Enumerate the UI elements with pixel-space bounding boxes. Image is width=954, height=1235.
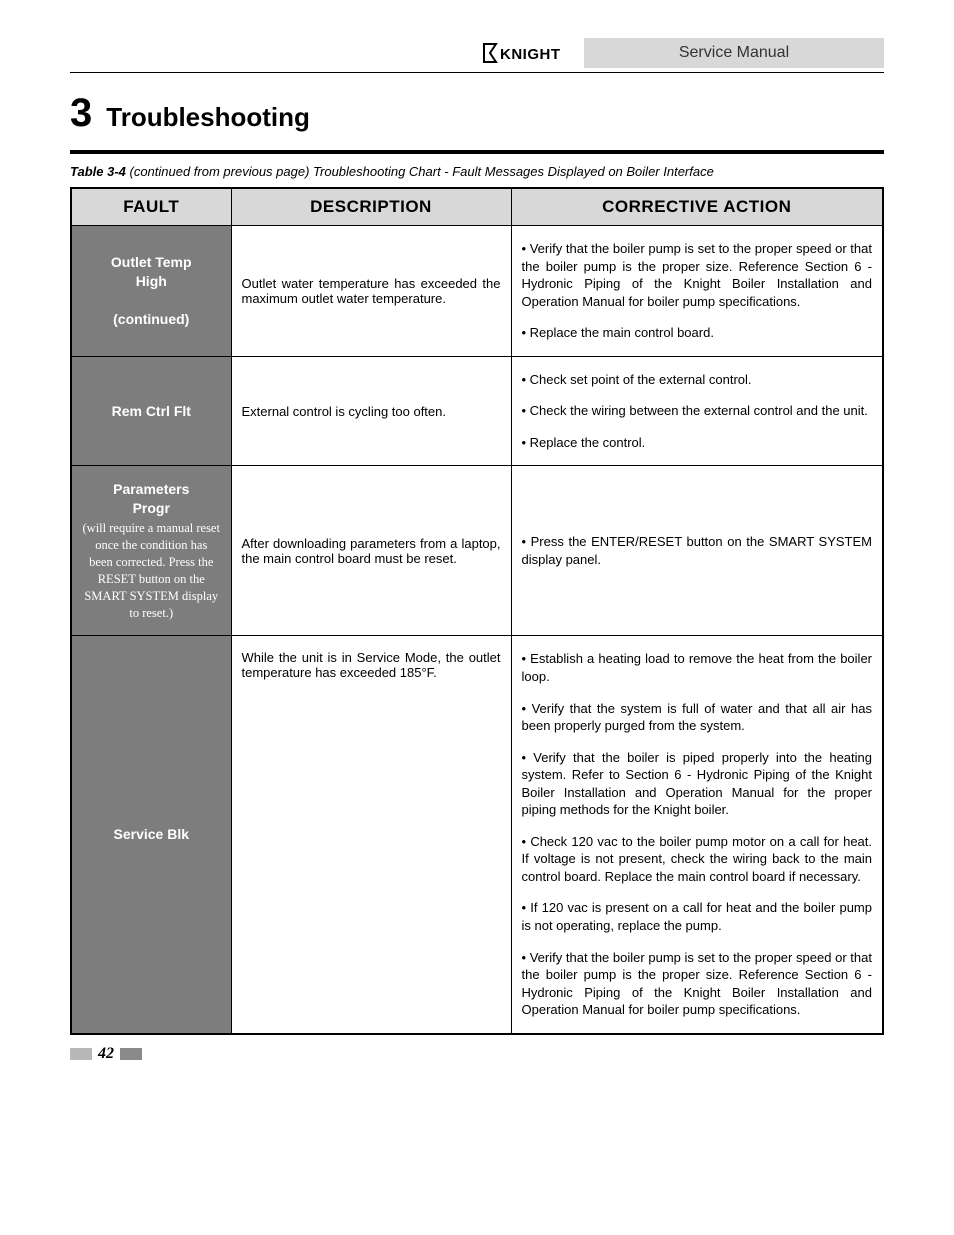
troubleshooting-table: FAULT DESCRIPTION CORRECTIVE ACTION Outl… [70, 187, 884, 1035]
description-cell: While the unit is in Service Mode, the o… [231, 636, 511, 1034]
description-cell: External control is cycling too often. [231, 356, 511, 466]
table-caption-prefix: Table 3-4 [70, 164, 126, 179]
table-caption: Table 3-4 (continued from previous page)… [70, 164, 884, 179]
page-decor-block [70, 1048, 92, 1060]
service-manual-label: Service Manual [584, 38, 884, 68]
fault-cell: Rem Ctrl Flt [71, 356, 231, 466]
section-number: 3 [70, 91, 92, 136]
page-number: 42 [98, 1045, 114, 1063]
description-cell: Outlet water temperature has exceeded th… [231, 226, 511, 357]
action-cell: • Press the ENTER/RESET button on the SM… [511, 466, 883, 636]
action-item: • Replace the control. [522, 434, 873, 452]
action-cell: • Check set point of the external contro… [511, 356, 883, 466]
action-item: • Verify that the boiler is piped proper… [522, 749, 873, 819]
section-title: 3 Troubleshooting [70, 91, 884, 136]
action-item: • Verify that the boiler pump is set to … [522, 240, 873, 310]
table-row: Rem Ctrl Flt External control is cycling … [71, 356, 883, 466]
action-cell: • Verify that the boiler pump is set to … [511, 226, 883, 357]
section-heading: Troubleshooting [106, 102, 310, 133]
action-item: • Check 120 vac to the boiler pump motor… [522, 833, 873, 886]
action-item: • Verify that the boiler pump is set to … [522, 949, 873, 1019]
col-description: DESCRIPTION [231, 188, 511, 226]
fault-cell: Outlet TempHigh(continued) [71, 226, 231, 357]
section-rule [70, 150, 884, 154]
fault-cell: ParametersProgr(will require a manual re… [71, 466, 231, 636]
table-caption-rest: (continued from previous page) Troublesh… [126, 164, 714, 179]
table-header-row: FAULT DESCRIPTION CORRECTIVE ACTION [71, 188, 883, 226]
page-decor-block [120, 1048, 142, 1060]
table-row: Outlet TempHigh(continued)Outlet water t… [71, 226, 883, 357]
fault-name: Service Blk [82, 825, 221, 844]
col-fault: FAULT [71, 188, 231, 226]
action-item: • Check the wiring between the external … [522, 402, 873, 420]
description-cell: After downloading parameters from a lapt… [231, 466, 511, 636]
table-row: ParametersProgr(will require a manual re… [71, 466, 883, 636]
page-header: KNIGHT Service Manual [70, 38, 884, 73]
svg-text:KNIGHT: KNIGHT [500, 46, 561, 63]
action-cell: • Establish a heating load to remove the… [511, 636, 883, 1034]
brand-logo: KNIGHT [482, 42, 584, 64]
action-item: • Replace the main control board. [522, 324, 873, 342]
action-item: • If 120 vac is present on a call for he… [522, 899, 873, 934]
fault-name: Rem Ctrl Flt [82, 402, 221, 421]
table-row: Service Blk While the unit is in Service … [71, 636, 883, 1034]
fault-note: (will require a manual reset once the co… [82, 520, 221, 621]
fault-cell: Service Blk [71, 636, 231, 1034]
fault-name: Outlet TempHigh(continued) [82, 253, 221, 329]
action-item: • Establish a heating load to remove the… [522, 650, 873, 685]
action-item: • Verify that the system is full of wate… [522, 700, 873, 735]
action-item: • Check set point of the external contro… [522, 371, 873, 389]
fault-name: ParametersProgr [82, 480, 221, 518]
col-action: CORRECTIVE ACTION [511, 188, 883, 226]
page-number-row: 42 [70, 1045, 884, 1063]
action-item: • Press the ENTER/RESET button on the SM… [522, 533, 873, 568]
